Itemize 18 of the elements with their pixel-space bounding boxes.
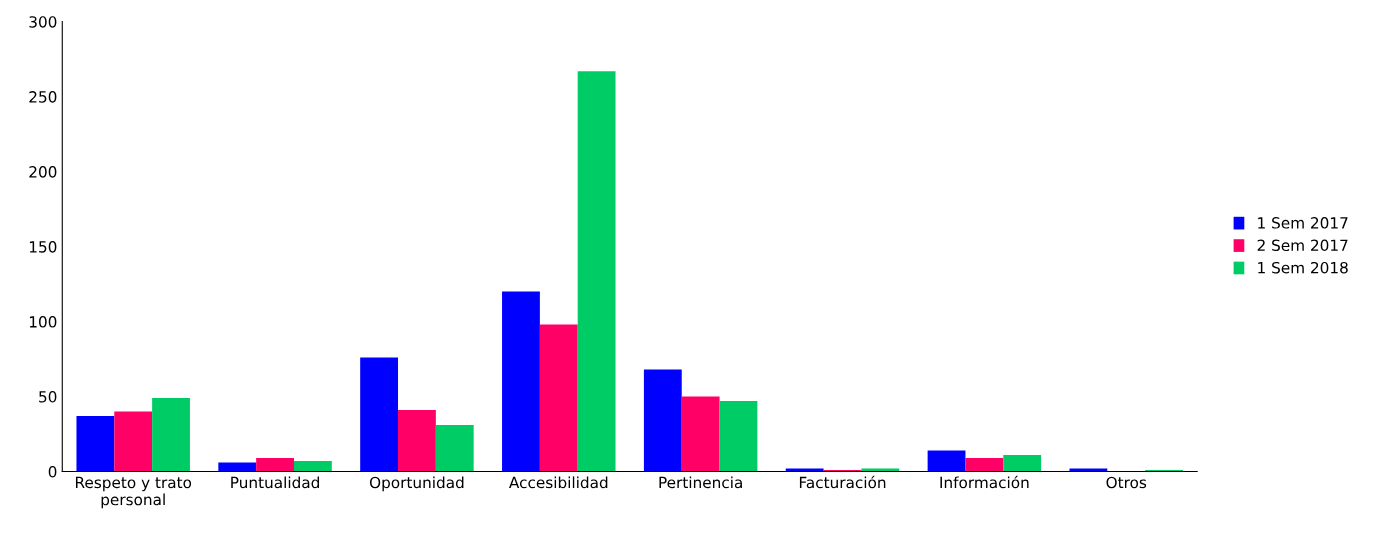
legend-label: 1 Sem 2018 bbox=[1258, 261, 1348, 274]
x-tick-label: Accesibilidad bbox=[509, 476, 608, 489]
y-tick-label: 150 bbox=[29, 241, 57, 253]
x-tick-label: Oportunidad bbox=[369, 476, 464, 492]
legend-label: 1 Sem 2017 bbox=[1258, 217, 1348, 229]
x-tick-label: Otros bbox=[1106, 476, 1147, 489]
y-tick-label: 250 bbox=[29, 91, 57, 103]
x-tick-label: Información bbox=[940, 475, 1029, 489]
x-tick-label: Facturación bbox=[799, 475, 886, 489]
x-tick-label: Puntualidad bbox=[231, 476, 319, 489]
y-tick-label: 300 bbox=[29, 16, 57, 28]
y-tick-label: 100 bbox=[29, 316, 57, 328]
y-tick-label: 50 bbox=[39, 391, 57, 403]
y-tick-label: 200 bbox=[29, 166, 57, 178]
x-tick-label: Respeto y trato personal bbox=[75, 476, 192, 509]
legend-label: 2 Sem 2017 bbox=[1257, 239, 1348, 252]
y-tick-label: 0 bbox=[48, 466, 57, 478]
x-tick-label: Pertinencia bbox=[659, 476, 742, 489]
